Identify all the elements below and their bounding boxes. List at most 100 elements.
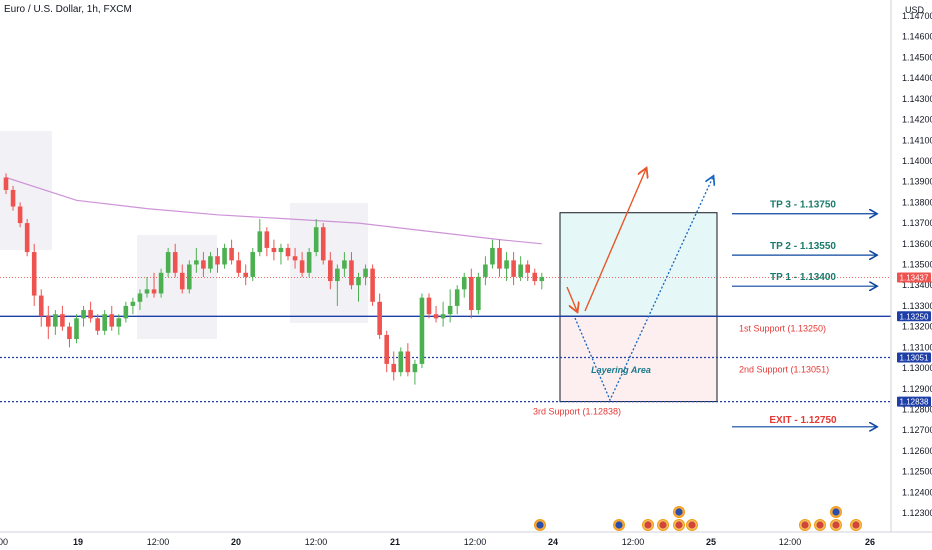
candle [363,264,368,286]
us-flag-event-icon [830,519,842,531]
candle [313,218,319,257]
us-flag-event-icon [814,519,826,531]
event-circle-inner [675,521,683,529]
candle-body [405,351,411,373]
candle-body [215,256,220,265]
candle [208,252,213,273]
candle-body [264,231,270,248]
candle-body [53,314,58,327]
candle [306,247,312,277]
y-tick-label: 1.13500 [902,260,932,270]
candle [215,247,220,273]
x-tick-label: 12:00 [779,537,802,547]
candle-body [320,227,326,261]
x-tick-label: 20 [231,537,241,547]
candle [483,256,488,286]
candle [391,351,397,381]
candle-body [208,256,213,269]
symbol-title: Euro / U.S. Dollar, 1h, FXCM [4,4,132,15]
candle-body [525,264,530,273]
level-lines [0,277,891,403]
candle [490,239,495,269]
y-tick-label: 1.13200 [902,322,932,332]
price-badge-label: 1.13051 [900,353,929,362]
candle-body [137,293,143,302]
candle-body [440,314,446,319]
candle [46,305,51,340]
y-tick-label: 1.14100 [902,135,932,145]
time-axis[interactable]: 00 19 12:00 20 12:00 21 12:00 24 12:00 25 12:00 26 [0,531,932,547]
candle [469,268,474,319]
orange-arrow-up [584,169,646,312]
y-tick-label: 1.12800 [902,404,932,414]
candle [95,314,100,335]
price-axis[interactable]: 1.14700 1.14600 1.14500 1.14400 1.14300 1.142… [890,0,932,532]
candle-body [483,264,488,277]
candle [292,247,298,269]
candle [335,264,340,306]
us-flag-event-icon [686,519,698,531]
candle-body [426,297,432,315]
candle [67,322,72,348]
tp-label: TP 3 - 1.13750 [770,200,836,211]
candle-body [419,297,425,364]
event-circle-inner [816,521,824,529]
candle-body [60,314,65,327]
candle [271,239,277,261]
candles[interactable] [3,173,545,385]
candle [532,268,538,286]
y-tick-label: 1.13400 [902,280,932,290]
candle [236,252,241,277]
us-flag-event-icon [642,519,654,531]
event-circle-inner [832,508,840,516]
x-tick-label: 25 [706,537,716,547]
candle [419,293,425,369]
moving-average-line [5,176,542,245]
candle-body [172,252,178,273]
candle [405,343,411,377]
y-tick-label: 1.13800 [902,197,932,207]
currency-label: USD [905,5,925,15]
y-tick-label: 1.14000 [902,156,932,166]
y-tick-label: 1.14300 [902,94,932,104]
candle-body [370,268,375,302]
y-tick-label: 1.12300 [902,508,932,518]
candle-body [539,276,545,282]
annotation-labels: TP 3 - 1.13750 TP 2 - 1.13550 TP 1 - 1.134… [533,200,837,426]
candle [504,252,509,282]
candle-body [328,260,333,282]
candle-body [17,206,23,224]
candle-body [38,295,44,317]
candle-body [24,223,30,253]
candle [194,247,199,273]
us-flag-event-icon [850,519,862,531]
y-tick-label: 1.14700 [902,11,932,21]
candle-body [292,256,298,261]
candle-body [67,326,72,340]
economic-event-icon [613,519,625,531]
y-tick-label: 1.12500 [902,467,932,477]
orange-arrow-down [566,286,577,311]
candle [377,293,382,340]
candle [447,289,453,323]
candle [243,264,248,286]
candle-body [151,289,157,294]
candle [426,293,432,319]
candle-body [165,252,171,273]
price-badge [897,311,931,322]
candle-body [194,260,199,265]
candle [158,268,164,298]
candle [116,314,122,335]
economic-events[interactable] [534,506,862,531]
candle [17,202,23,228]
y-tick-label: 1.13000 [902,363,932,373]
candle [518,256,523,282]
exit-label: EXIT - 1.12750 [769,415,837,426]
candle [412,359,418,385]
candle [201,252,206,277]
candle [130,297,136,315]
event-circle-inner [615,521,623,529]
candle-body [187,264,192,290]
economic-event-icon [673,506,685,518]
